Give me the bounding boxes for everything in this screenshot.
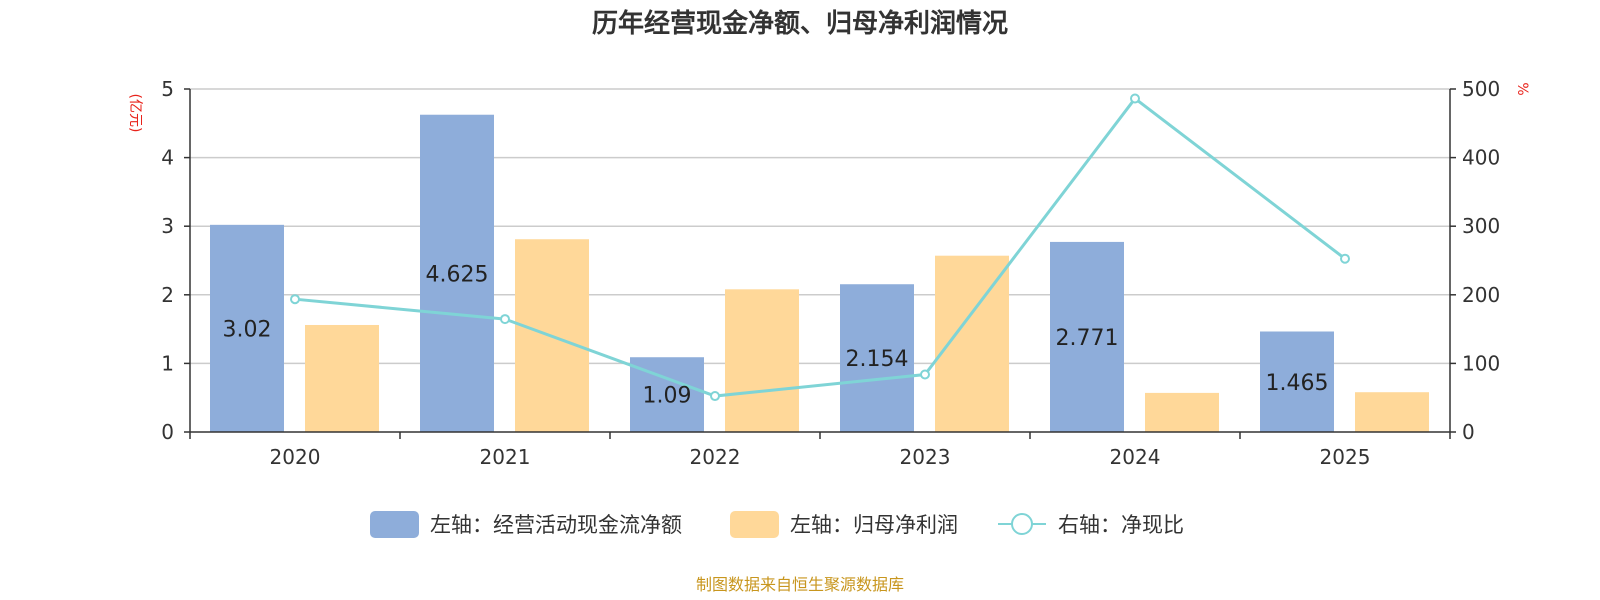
- data-label-cash-flow: 4.625: [426, 262, 489, 287]
- legend-swatch-net-profit: [730, 511, 779, 538]
- left-tick-label: 1: [161, 351, 174, 375]
- data-label-cash-flow: 1.465: [1266, 371, 1329, 396]
- bar-net-profit: [935, 255, 1009, 432]
- bar-cash-flow: [210, 224, 284, 432]
- x-tick-label: 2021: [480, 445, 531, 469]
- bar-net-profit: [1355, 392, 1429, 432]
- left-axis-unit: (亿元): [127, 94, 143, 133]
- bar-net-profit: [1145, 392, 1219, 432]
- right-tick-label: 100: [1462, 351, 1500, 375]
- x-tick-label: 2025: [1320, 445, 1371, 469]
- bar-cash-flow: [1050, 241, 1124, 432]
- left-tick-label: 0: [161, 420, 174, 444]
- line-point: [290, 294, 300, 305]
- legend-swatch-cash-flow: [370, 511, 419, 538]
- line-point: [710, 391, 720, 402]
- left-tick-label: 3: [161, 214, 174, 238]
- right-tick-label: 0: [1462, 420, 1475, 444]
- grid-lines: [190, 88, 1450, 365]
- data-label-cash-flow: 2.154: [846, 347, 909, 372]
- axes-layer: 0 0 1 100 2 200 3 300 4 400 5 500 2020 2021 2022 2023 20…: [161, 77, 1500, 469]
- bar-cash-flow: [420, 114, 494, 432]
- left-tick-label: 4: [161, 146, 174, 170]
- left-tick-label: 2: [161, 283, 174, 307]
- left-tick-label: 5: [161, 77, 174, 101]
- line-point: [500, 314, 510, 325]
- right-tick-label: 500: [1462, 77, 1500, 101]
- data-labels-layer: 3.02 4.625 1.09 2.154 2.771 1.465: [223, 262, 1329, 408]
- legend-marker-cash-ratio: [1011, 513, 1033, 535]
- data-label-cash-flow: 1.09: [643, 384, 692, 409]
- right-tick-label: 200: [1462, 283, 1500, 307]
- x-tick-label: 2023: [900, 445, 951, 469]
- right-axis-unit: %: [1514, 82, 1530, 95]
- data-label-cash-flow: 2.771: [1056, 326, 1119, 351]
- source-note: 制图数据来自恒生聚源数据库: [696, 575, 904, 594]
- chart-title: 历年经营现金净额、归母净利润情况: [592, 8, 1008, 39]
- bar-net-profit: [305, 324, 379, 432]
- line-point: [920, 369, 930, 380]
- x-tick-label: 2022: [690, 445, 741, 469]
- legend-label-cash-flow: 左轴：经营活动现金流净额: [430, 513, 682, 537]
- data-label-cash-flow: 3.02: [223, 317, 272, 342]
- right-tick-label: 300: [1462, 214, 1500, 238]
- legend: 左轴：经营活动现金流净额 左轴：归母净利润 右轴：净现比: [370, 511, 1184, 538]
- line-cash-ratio: [294, 96, 1346, 398]
- bar-cash-flow: [840, 284, 914, 432]
- line-layer: [290, 93, 1350, 402]
- legend-label-net-profit: 左轴：归母净利润: [790, 513, 958, 537]
- bars-layer: [210, 114, 1429, 432]
- x-tick-label: 2020: [270, 445, 321, 469]
- line-point: [1340, 253, 1350, 264]
- bar-net-profit: [725, 289, 799, 432]
- x-tick-label: 2024: [1110, 445, 1161, 469]
- right-tick-label: 400: [1462, 146, 1500, 170]
- bar-cash-flow: [1260, 331, 1334, 432]
- line-point: [1130, 93, 1140, 104]
- legend-label-cash-ratio: 右轴：净现比: [1058, 513, 1184, 537]
